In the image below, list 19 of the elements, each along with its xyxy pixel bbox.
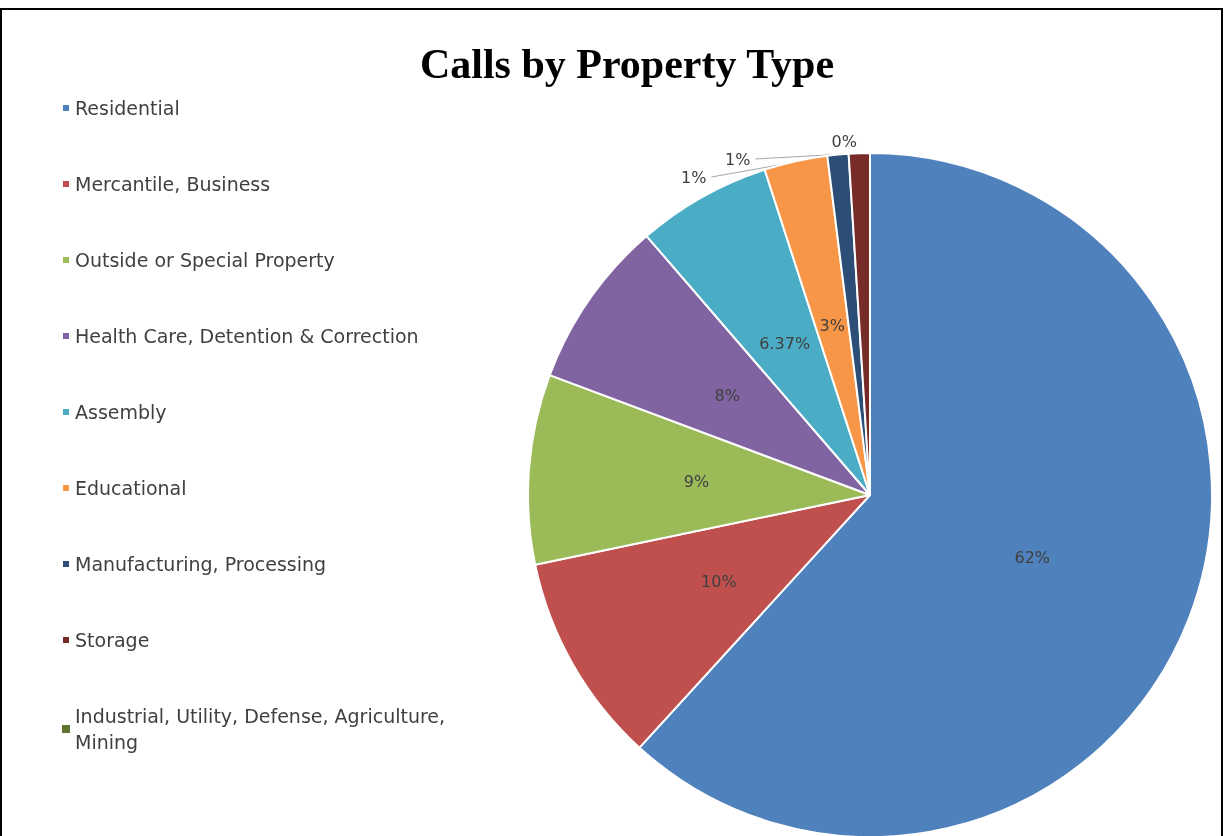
data-label: 62% — [1014, 548, 1051, 568]
data-label: 1% — [725, 149, 751, 169]
legend-label: Industrial, Utility, Defense, Agriculture, Mining — [75, 705, 452, 753]
legend-label: Storage — [75, 629, 150, 651]
data-label: 10% — [701, 571, 737, 591]
data-label: 8% — [714, 386, 740, 406]
text: 0% — [831, 131, 857, 151]
legend-label: Manufacturing, Processing — [75, 553, 327, 575]
data-label: 1% — [681, 167, 707, 187]
data-label: 9% — [683, 472, 710, 492]
legend-label: Residential — [75, 97, 180, 119]
legend-label: Outside or Special Property — [75, 249, 335, 271]
legend-label: Educational — [75, 477, 187, 499]
legend-label: Assembly — [75, 401, 167, 423]
legend-label: Health Care, Detention & Correction — [75, 325, 419, 347]
chart-title: Calls by Property Type — [419, 41, 835, 87]
data-label: 3% — [819, 315, 845, 335]
data-label: 6.37% — [759, 333, 811, 353]
legend-label: Mercantile, Business — [75, 173, 271, 195]
